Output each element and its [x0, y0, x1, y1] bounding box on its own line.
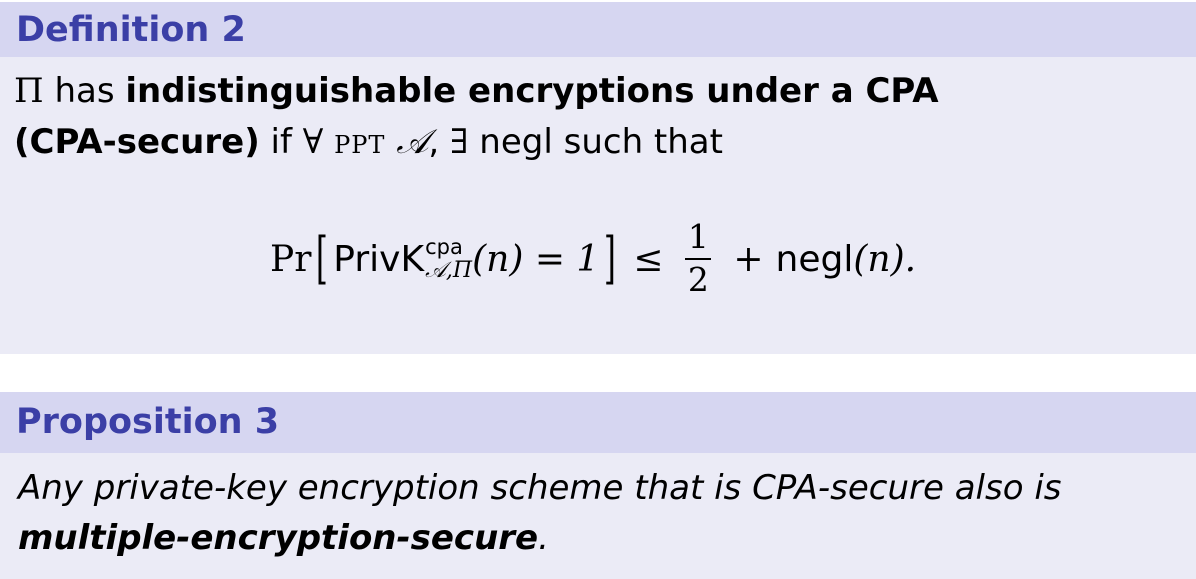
proposition-body: Any private-key encryption scheme that i… [0, 453, 1196, 563]
privk-argument: (n) = 1 [472, 238, 600, 280]
proposition-term: multiple-encryption-secure [18, 518, 539, 558]
fraction-denominator: 2 [687, 260, 709, 299]
proposition-period: . [538, 518, 549, 558]
leq-symbol: ≤ [633, 238, 664, 280]
proposition-line-1: Any private-key encryption scheme that i… [18, 468, 1062, 508]
defined-term-short: (CPA-secure) [14, 122, 260, 162]
privk-label: PrivK [333, 238, 425, 280]
definition-block: Definition 2 Π has indistinguishable enc… [0, 2, 1196, 354]
privk-superscript: cpa [425, 234, 463, 259]
proposition-block: Proposition 3 Any private-key encryption… [0, 392, 1196, 579]
negl-such-that: negl such that [468, 122, 723, 162]
adversary-symbol: 𝒜 [396, 122, 429, 162]
forall-symbol: ∀ [302, 122, 324, 162]
cpa-equation: Pr [ PrivK cpa 𝒜,Π (n) = 1 ] ≤ 1 2 + neg… [270, 209, 916, 309]
left-bracket: [ [316, 226, 329, 291]
privk-indices: cpa 𝒜,Π [425, 234, 473, 283]
if-text: if [259, 122, 303, 162]
definition-line-2: (CPA-secure) if ∀ PPT 𝒜, ∃ negl such tha… [14, 117, 1196, 171]
has-text: has [43, 71, 126, 111]
proposition-line-2: multiple-encryption-secure. [18, 513, 1196, 563]
negl-argument: (n). [853, 238, 917, 280]
definition-title: Definition 2 [0, 2, 1196, 57]
exists-symbol: ∃ [450, 122, 469, 162]
plus-symbol: + [733, 238, 764, 280]
right-bracket: ] [604, 226, 617, 291]
one-half-fraction: 1 2 [685, 217, 712, 299]
negl-function: negl [775, 238, 854, 280]
defined-term: indistinguishable encryptions under a CP… [125, 71, 939, 111]
pr-operator: Pr [270, 238, 312, 280]
ppt-label: PPT [334, 131, 386, 159]
privk-subscript: 𝒜,Π [425, 257, 473, 283]
proposition-title: Proposition 3 [0, 392, 1196, 453]
fraction-numerator: 1 [687, 217, 709, 257]
definition-body: Π has indistinguishable encryptions unde… [0, 57, 1196, 171]
fraction-bar [685, 258, 712, 260]
scheme-symbol: Π [14, 71, 44, 111]
comma-text: , [428, 122, 440, 162]
definition-line-1: Π has indistinguishable encryptions unde… [14, 66, 1196, 117]
